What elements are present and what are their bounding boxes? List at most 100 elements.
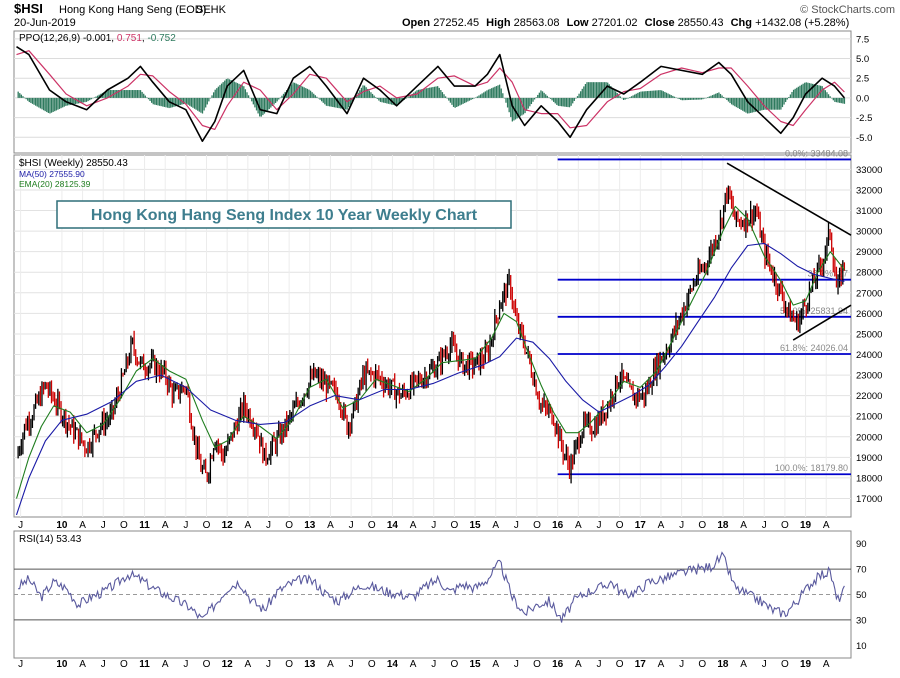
ppo-histogram-bar bbox=[519, 97, 521, 117]
ppo-histogram-bar bbox=[807, 82, 809, 98]
rsi-x-tick-label: A bbox=[327, 659, 334, 670]
ppo-histogram-bar bbox=[649, 90, 652, 98]
ohlc-readout: Open 27252.45 High 28563.08 Low 27201.02… bbox=[402, 17, 849, 29]
ppo-histogram-bar bbox=[203, 97, 205, 111]
ppo-histogram-bar bbox=[708, 96, 711, 98]
price-panel-frame bbox=[13, 154, 852, 518]
price-y-tick-label: 31000 bbox=[856, 206, 882, 217]
rsi-y-tick-label: 10 bbox=[856, 641, 867, 652]
ppo-histogram-bar bbox=[328, 97, 331, 107]
open-label: Open bbox=[402, 17, 430, 29]
ppo-histogram-bar bbox=[336, 97, 339, 108]
ppo-histogram-bar bbox=[473, 97, 475, 99]
ppo-histogram-bar bbox=[637, 92, 639, 98]
rsi-x-tick-label: 15 bbox=[469, 659, 481, 670]
stockcharts-brand: © StockCharts.com bbox=[800, 4, 895, 16]
rsi-line bbox=[18, 551, 845, 623]
ppo-histogram-bar bbox=[370, 92, 372, 98]
ppo-histogram-bar bbox=[753, 97, 755, 113]
ppo-histogram-bar bbox=[464, 97, 466, 104]
ppo-histogram-bar bbox=[276, 97, 278, 102]
ppo-histogram-bar bbox=[784, 97, 787, 103]
ppo-histogram-bar bbox=[573, 97, 575, 101]
ppo-histogram-bar bbox=[567, 97, 569, 108]
ppo-histogram-bar bbox=[263, 97, 266, 114]
ppo-histogram-bar bbox=[195, 97, 197, 110]
ppo-histogram-bar bbox=[575, 97, 577, 99]
price-x-tick-label: J bbox=[762, 520, 767, 531]
ppo-histogram-bar bbox=[160, 97, 162, 107]
ppo-histogram-bar bbox=[645, 91, 647, 98]
ppo-histogram-bar bbox=[63, 97, 65, 107]
rsi-legend: RSI(14) 53.43 bbox=[19, 534, 82, 545]
ppo-histogram-bar bbox=[216, 88, 218, 98]
ema20-line bbox=[15, 205, 845, 499]
ppo-histogram-bar bbox=[619, 96, 622, 98]
ppo-histogram-bar bbox=[392, 97, 394, 105]
ppo-histogram-bar bbox=[635, 93, 637, 98]
price-x-tick-label: 16 bbox=[552, 520, 564, 531]
ppo-histogram-bar bbox=[532, 97, 534, 102]
ppo-histogram-bar bbox=[669, 94, 671, 98]
ppo-histogram-bar bbox=[298, 85, 301, 98]
ppo-histogram-bar bbox=[381, 97, 383, 103]
ppo-histogram-bar bbox=[247, 95, 250, 98]
ppo-histogram-bar bbox=[378, 97, 380, 101]
price-legend-ema20: EMA(20) 28125.39 bbox=[19, 179, 91, 189]
ppo-histogram-bar bbox=[327, 97, 329, 107]
rsi-x-tick-label: 17 bbox=[635, 659, 647, 670]
ppo-histogram-bar bbox=[33, 97, 35, 105]
price-x-tick-label: J bbox=[596, 520, 601, 531]
ppo-histogram-bar bbox=[333, 97, 336, 108]
ppo-histogram-bar bbox=[71, 97, 73, 105]
rsi-x-tick-label: O bbox=[698, 659, 706, 670]
price-legend-hsi-value: 28550.43 bbox=[86, 158, 128, 169]
price-x-tick-label: J bbox=[679, 520, 684, 531]
ppo-histogram-bar bbox=[592, 82, 595, 98]
ppo-histogram-bar bbox=[179, 97, 181, 106]
ppo-histogram-bar bbox=[494, 86, 496, 98]
ppo-histogram-bar bbox=[827, 94, 830, 98]
ppo-histogram-bar bbox=[788, 96, 790, 98]
price-x-tick-label: A bbox=[658, 520, 665, 531]
ppo-histogram-bar bbox=[292, 82, 294, 98]
ppo-histogram-bar bbox=[119, 90, 121, 98]
rsi-y-tick-label: 30 bbox=[856, 615, 867, 626]
price-y-tick-label: 20000 bbox=[856, 432, 882, 443]
ppo-histogram-bar bbox=[815, 84, 817, 98]
ppo-histogram-bar bbox=[640, 91, 642, 98]
price-x-tick-label: J bbox=[266, 520, 271, 531]
ppo-histogram-bar bbox=[691, 97, 693, 100]
ppo-histogram-bar bbox=[653, 90, 655, 98]
ppo-histogram-bar bbox=[130, 90, 132, 98]
price-x-tick-label: A bbox=[823, 520, 830, 531]
price-x-tick-label: 18 bbox=[717, 520, 729, 531]
ppo-histogram-bar bbox=[505, 97, 507, 103]
ppo-histogram-bar bbox=[724, 97, 726, 99]
ppo-histogram-bar bbox=[759, 97, 761, 111]
ppo-histogram-bar bbox=[483, 92, 485, 98]
ppo-legend: PPO(12,26,9) -0.001, 0.751, -0.752 bbox=[19, 33, 176, 44]
ppo-histogram-bar bbox=[341, 97, 343, 109]
ppo-histogram-bar bbox=[294, 82, 296, 98]
ppo-histogram-bar bbox=[319, 97, 321, 100]
ppo-y-tick-label: 5.0 bbox=[856, 54, 869, 65]
ppo-histogram-bar bbox=[735, 97, 738, 108]
price-x-tick-label: A bbox=[162, 520, 169, 531]
ppo-legend-value: -0.001 bbox=[83, 33, 112, 44]
price-legend-ma50: MA(50) 27555.90 bbox=[19, 169, 85, 179]
ppo-histogram-bar bbox=[173, 97, 175, 107]
ppo-histogram-bar bbox=[321, 97, 323, 102]
ppo-histogram-bar bbox=[93, 97, 96, 98]
fib-level-label: 38.2%: 27 bbox=[807, 269, 848, 279]
ppo-histogram-bar bbox=[756, 97, 758, 112]
ppo-histogram-bar bbox=[104, 91, 107, 98]
rsi-x-tick-label: J bbox=[762, 659, 767, 670]
ppo-histogram-bar bbox=[707, 97, 709, 98]
ppo-histogram-bar bbox=[775, 97, 777, 110]
ppo-histogram-bar bbox=[201, 97, 204, 114]
ppo-histogram-bar bbox=[60, 97, 62, 109]
ppo-histogram-bar bbox=[174, 97, 177, 107]
ppo-histogram-bar bbox=[769, 97, 771, 110]
ppo-histogram-bar bbox=[777, 97, 779, 110]
